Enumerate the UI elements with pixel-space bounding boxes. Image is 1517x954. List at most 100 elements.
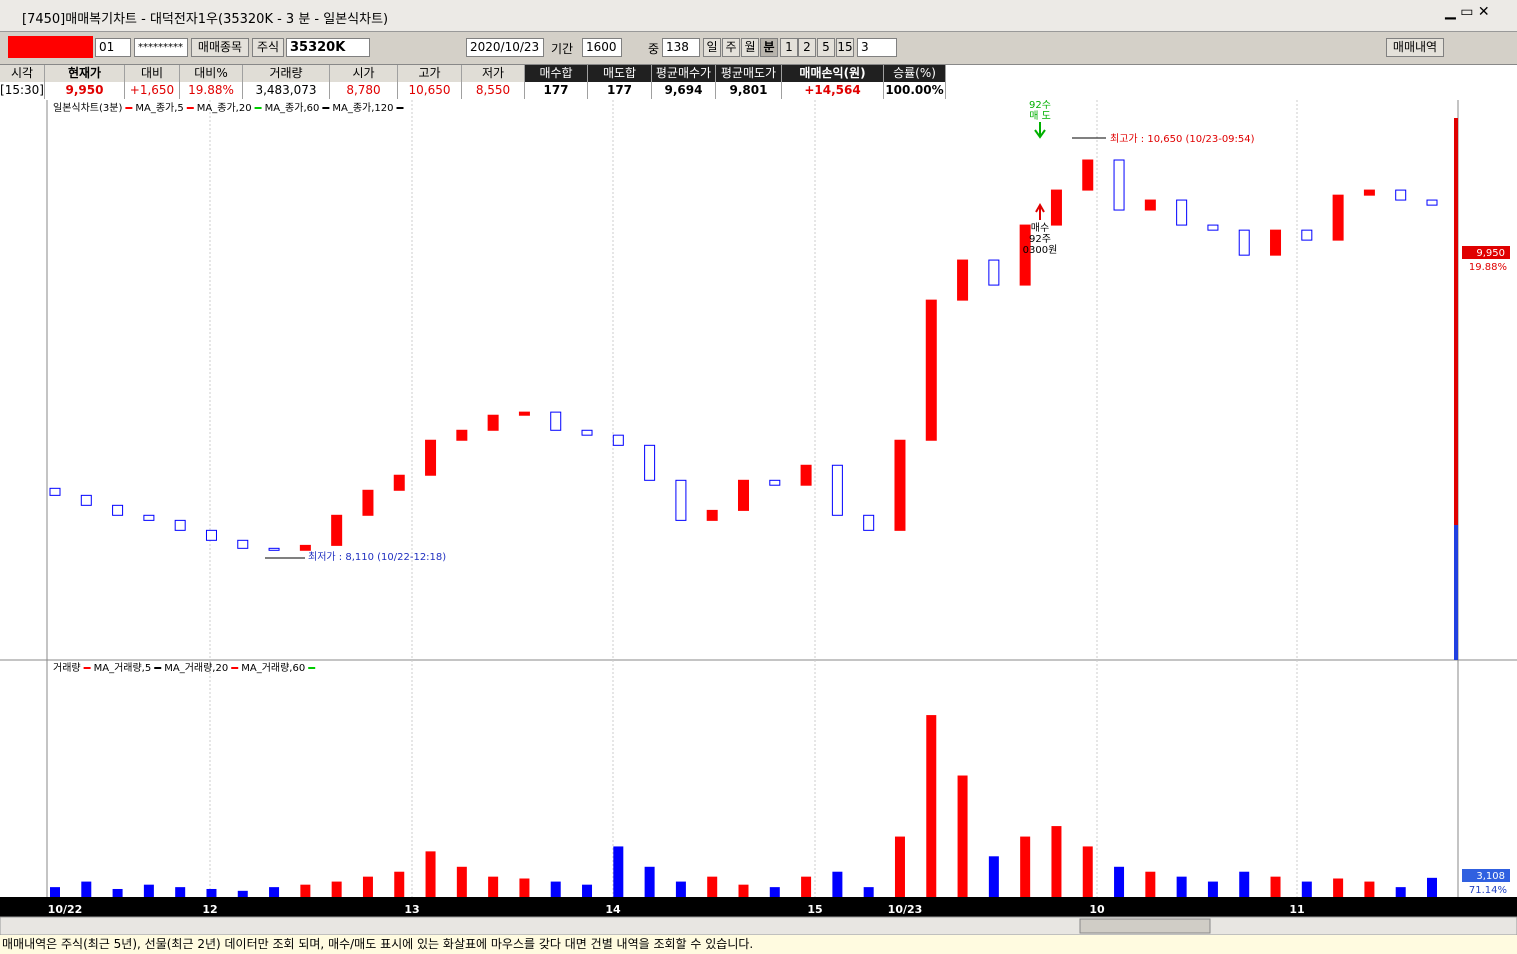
info-value: +14,564	[782, 82, 884, 99]
interval-button[interactable]: 일	[703, 38, 721, 57]
date[interactable]: 2020/10/23	[466, 38, 544, 57]
candle	[1332, 194, 1344, 241]
trade-items-button[interactable]: 매매종목	[191, 38, 249, 57]
volume-bar	[1333, 878, 1344, 897]
volume-bar	[394, 871, 405, 897]
interval-button[interactable]: 주	[722, 38, 740, 57]
candle	[299, 544, 311, 551]
status-text: 매매내역은 주식(최근 5년), 선물(최근 2년) 데이터만 조회 되며, 매…	[2, 937, 753, 951]
info-value: 9,801	[716, 82, 782, 99]
redacted	[8, 36, 93, 58]
interval-button[interactable]: 15	[836, 38, 854, 57]
period[interactable]: 1600	[582, 38, 622, 57]
volume-bar	[1395, 887, 1406, 897]
legend-swatch	[254, 107, 262, 109]
volume-bar	[1207, 881, 1218, 897]
volume-bar	[582, 884, 593, 897]
time-label: 11	[1289, 903, 1304, 916]
code[interactable]: 35320K	[286, 38, 370, 57]
volume-bar	[456, 866, 467, 897]
volume-label: 3,108	[1476, 871, 1505, 882]
legend-item: MA_거래량,60	[241, 662, 305, 674]
chart: 일본식차트(3분) MA_종가,5 MA_종가,20 MA_종가,60 MA_종가,12…	[0, 100, 1517, 954]
buy-arrow	[1035, 202, 1045, 220]
legend-title: 거래량	[53, 662, 81, 674]
candle	[1301, 229, 1313, 241]
legend-item: MA_종가,60	[265, 102, 320, 114]
volume-ratio: 71.14%	[1469, 885, 1507, 896]
candle	[425, 439, 437, 476]
volume-bar	[143, 884, 154, 897]
account[interactable]: 01	[95, 38, 131, 57]
legend-swatch	[83, 667, 91, 669]
legend-swatch	[154, 667, 162, 669]
candle	[143, 514, 155, 521]
time-label: 15	[807, 903, 822, 916]
info-value: 100.00%	[884, 82, 946, 99]
candle	[1238, 229, 1250, 256]
candle	[644, 444, 656, 481]
candle	[456, 429, 468, 441]
volume-bar	[707, 876, 718, 897]
volume-bar	[1114, 866, 1125, 897]
price-label: 9,950	[1476, 248, 1505, 259]
volume-bar	[269, 887, 280, 897]
candle	[1426, 199, 1438, 206]
volume-bar	[1270, 876, 1281, 897]
legend-swatch	[125, 107, 133, 109]
scroll-thumb[interactable]	[1079, 918, 1211, 934]
candle	[1113, 159, 1125, 211]
volume-bar	[175, 887, 186, 897]
interval-value[interactable]: 3	[857, 38, 897, 57]
legend-swatch	[186, 107, 194, 109]
scrollbar	[0, 916, 1517, 936]
interval-button[interactable]: 5	[817, 38, 835, 57]
candle	[237, 539, 249, 549]
volume-bar	[550, 881, 561, 897]
interval-button[interactable]: 1	[780, 38, 798, 57]
candle	[863, 514, 875, 531]
candle	[331, 514, 343, 546]
candle	[894, 439, 906, 531]
info-table: 시각 [15:30] 현재가 9,950 대비 +1,650 대비% 19.88% 거래량 3,4…	[0, 64, 1517, 100]
candle	[581, 429, 593, 436]
window-title: [7450]매매복기차트 - 대덕전자1우(35320K - 3 분 - 일본식…	[22, 12, 389, 27]
info-header: 매도합	[588, 65, 652, 82]
mid[interactable]: 138	[662, 38, 700, 57]
volume-panel	[0, 660, 1517, 897]
time-axis	[0, 897, 1517, 917]
interval-button[interactable]: 2	[798, 38, 816, 57]
window-controls[interactable]: ▁ ▭ ✕	[1445, 4, 1490, 20]
info-header: 대비%	[180, 65, 243, 82]
legend-swatch	[396, 107, 404, 109]
mid-label: 중	[648, 42, 660, 56]
history-button[interactable]: 매매내역	[1386, 38, 1444, 57]
volume-bar	[362, 876, 373, 897]
interval-button[interactable]: 월	[741, 38, 759, 57]
candle	[487, 414, 499, 431]
interval-button[interactable]: 분	[760, 38, 778, 57]
legend-item: MA_거래량,5	[94, 662, 152, 674]
volume-bar	[1082, 846, 1093, 897]
status-bar	[0, 935, 1517, 954]
info-value: +1,650	[125, 82, 180, 99]
toolbar: 01 ********* 매매종목 주식 35320K 2020/10/23 기…	[0, 33, 1517, 63]
candle	[268, 547, 280, 551]
market-button[interactable]: 주식	[252, 38, 284, 57]
candle	[1207, 224, 1219, 231]
info-header: 평균매수가	[652, 65, 716, 82]
password[interactable]: *********	[134, 38, 188, 57]
buy-qty: 92주	[1029, 234, 1051, 245]
sell-arrow	[1034, 122, 1046, 139]
candle	[393, 474, 405, 491]
candle	[831, 464, 843, 516]
info-header: 현재가	[45, 65, 125, 82]
price-label-box	[1462, 246, 1510, 259]
info-header: 시가	[330, 65, 398, 82]
candle	[49, 487, 61, 496]
volume-bar	[331, 881, 342, 897]
volume-bar	[81, 881, 92, 897]
candle	[174, 519, 186, 531]
time-label: 14	[605, 903, 621, 916]
